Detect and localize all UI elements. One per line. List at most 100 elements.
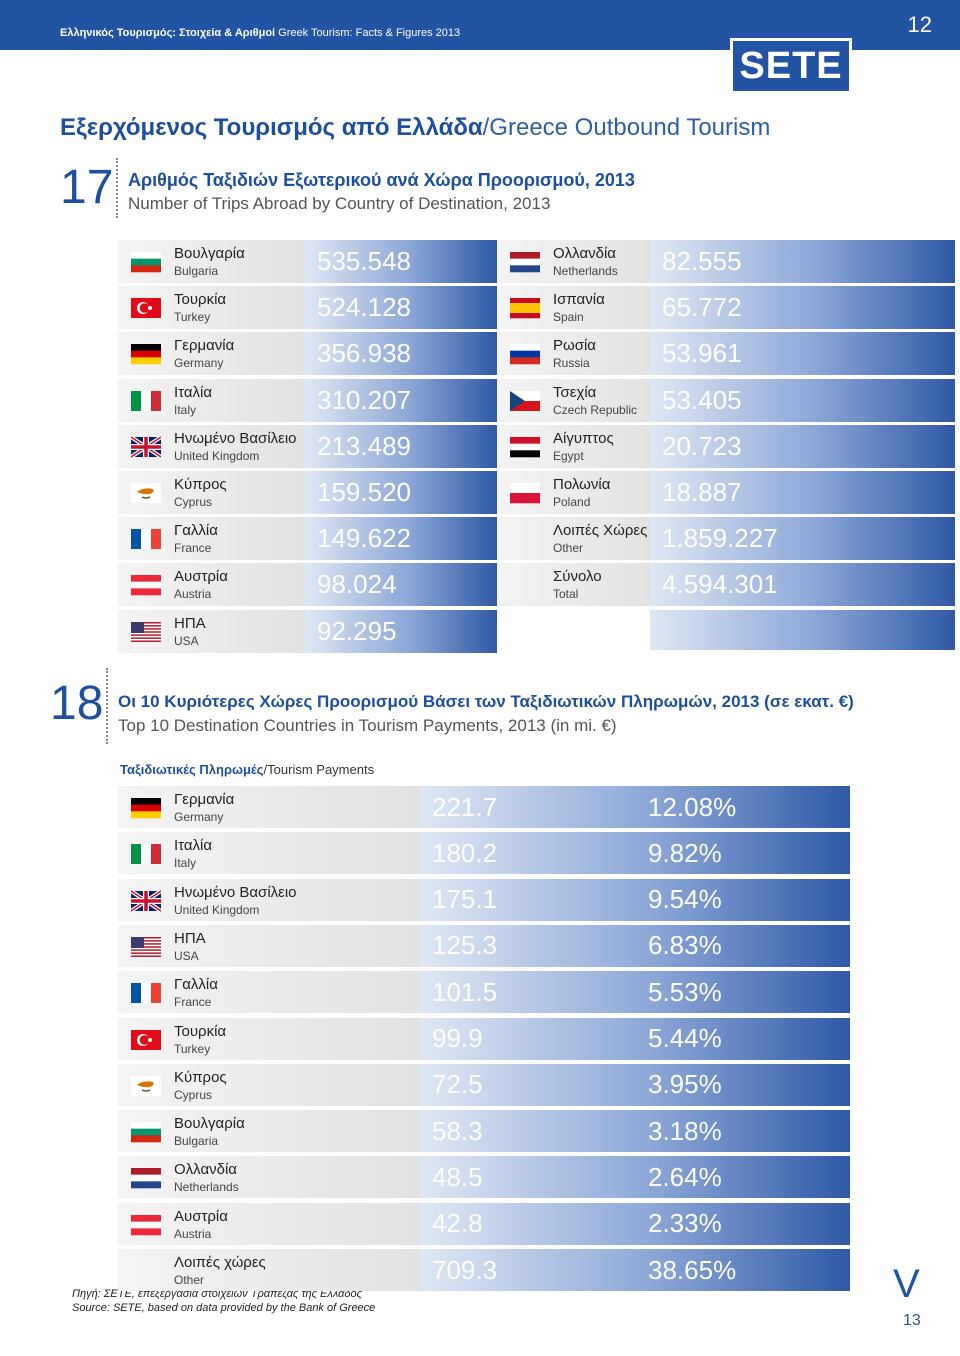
country-en: Other [553, 541, 584, 556]
country-en: Other [174, 1273, 205, 1287]
flag [510, 436, 540, 458]
country-en: Cyprus [174, 1087, 213, 1102]
label-cell [118, 1063, 420, 1106]
value: 18.887 [650, 471, 955, 514]
value: 180.2 [420, 832, 850, 875]
country-gr: ΗΠΑ [174, 929, 206, 947]
flag [510, 344, 540, 365]
share: 6.83% [648, 930, 722, 961]
country-gr: Ιταλία [174, 383, 213, 401]
flag [131, 1122, 161, 1143]
country-gr: Αίγυπτος [553, 429, 614, 447]
value: 524.128 [305, 286, 497, 330]
country-gr: Ισπανία [553, 291, 605, 309]
country-gr: Γαλλία [174, 976, 218, 994]
flag [131, 844, 161, 865]
value: 1.859.227 [650, 517, 955, 561]
logo: SETE [730, 38, 852, 94]
label-cell [118, 1249, 420, 1291]
country-gr: Σύνολο [553, 568, 602, 586]
title-gr: Εξερχόμενος Τουρισμός από Ελλάδα [60, 114, 483, 141]
value: 72.5 [420, 1063, 850, 1106]
flag [131, 798, 161, 819]
divider [106, 668, 108, 744]
flag [131, 575, 161, 596]
value: 221.7 [420, 786, 850, 828]
page-number: 12 [907, 12, 932, 37]
label-cell [118, 786, 420, 828]
country-gr: Ολλανδία [553, 245, 616, 262]
section-title-gr: Αριθμός Ταξιδιών Εξωτερικού ανά Χώρα Προ… [128, 170, 635, 190]
flag [131, 483, 161, 503]
share: 5.53% [648, 976, 722, 1007]
country-gr: Αυστρία [174, 1207, 228, 1225]
country-gr: Πολωνία [553, 476, 611, 493]
label-cell [118, 832, 420, 875]
value: 213.489 [305, 424, 497, 468]
value: 48.5 [420, 1156, 850, 1199]
value: 98.024 [305, 563, 497, 607]
value: 149.622 [305, 517, 497, 561]
label-cell [118, 924, 420, 967]
share: 3.95% [648, 1069, 722, 1100]
value: 101.5 [420, 971, 850, 1014]
page-title: Εξερχόμενος Τουρισμός από Ελλάδα/Greece … [60, 114, 770, 142]
flag [510, 390, 540, 411]
flag [131, 344, 161, 365]
country-en: Turkey [174, 310, 211, 325]
country-gr: Γερμανία [174, 337, 235, 355]
flag [131, 435, 161, 459]
country-gr: Λοιπές χώρες [174, 1254, 266, 1271]
chapter-mark: V [893, 1262, 920, 1306]
header-text: Ελληνικός Τουρισμός: Στοιχεία & Αριθμοί … [60, 27, 460, 39]
flag [510, 252, 540, 273]
share: 2.33% [648, 1208, 722, 1239]
value: 175.1 [420, 878, 850, 921]
value: 20.723 [650, 424, 955, 468]
country-gr: Κύπρος [174, 1068, 227, 1086]
country-en: Turkey [174, 1041, 211, 1056]
value: 92.295 [305, 609, 497, 653]
country-en: Total [553, 587, 579, 602]
country-en: Cyprus [174, 495, 213, 509]
country-gr: Τσεχία [553, 383, 597, 401]
country-en: Egypt [553, 448, 584, 463]
country-en: USA [174, 633, 199, 648]
flag [131, 252, 161, 273]
flag [510, 298, 540, 319]
share: 38.65% [648, 1254, 737, 1285]
value: 99.9 [420, 1017, 850, 1060]
page-number: 13 [903, 1312, 921, 1329]
flag [131, 390, 161, 411]
flag [131, 888, 161, 913]
country-gr: Λοιπές Χώρες [553, 522, 648, 540]
country-en: Russia [553, 356, 590, 371]
subtitle: Ταξιδιωτικές Πληρωμές/Tourism Payments [120, 762, 374, 777]
section-title-en: Top 10 Destination Countries in Tourism … [118, 716, 617, 735]
country-gr: Αυστρία [174, 568, 228, 586]
value: 125.3 [420, 924, 850, 967]
country-gr: Κύπρος [174, 476, 227, 493]
value: 159.520 [305, 471, 497, 514]
flag [131, 1168, 161, 1189]
label-cell [118, 971, 420, 1014]
value: 356.938 [305, 332, 497, 376]
country-en: Austria [174, 587, 212, 602]
country-en: Italy [174, 402, 197, 417]
share: 3.18% [648, 1115, 722, 1146]
value: 42.8 [420, 1202, 850, 1245]
country-en: Netherlands [174, 1180, 239, 1195]
flag [131, 1029, 161, 1050]
country-gr: Ηνωμένο Βασίλειο [174, 429, 297, 447]
flag [510, 483, 540, 504]
value: 65.772 [650, 286, 955, 330]
value: 58.3 [420, 1110, 850, 1153]
header-title-gr: Ελληνικός Τουρισμός: Στοιχεία & Αριθμοί [60, 27, 276, 39]
country-en: Italy [174, 856, 197, 871]
label-cell [497, 517, 650, 561]
label-cell [118, 1110, 420, 1153]
country-gr: Ρωσία [553, 337, 596, 355]
value: 82.555 [650, 240, 955, 283]
country-en: Czech Republic [553, 402, 638, 417]
value: 53.405 [650, 378, 955, 422]
